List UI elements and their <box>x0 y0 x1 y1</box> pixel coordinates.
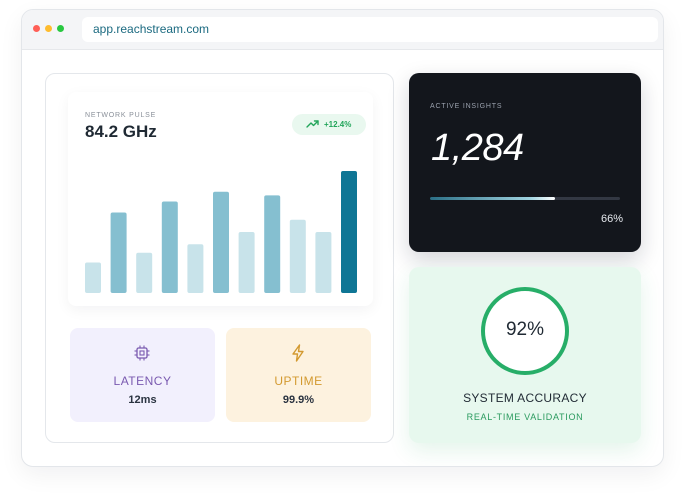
active-insights-value: 1,284 <box>431 127 524 169</box>
network-pulse-panel: NETWORK PULSE 84.2 GHz +12.4% <box>68 92 373 306</box>
chart-bar-5 <box>187 244 204 293</box>
chart-bar-9 <box>289 219 306 293</box>
uptime-label: UPTIME <box>274 374 323 388</box>
active-insights-card: ACTIVE INSIGHTS 1,284 66% <box>409 73 641 252</box>
uptime-tile[interactable]: UPTIME 99.9% <box>226 328 371 422</box>
accuracy-value: 92% <box>505 319 545 340</box>
network-pulse-value: 84.2 GHz <box>85 122 157 141</box>
trend-up-icon <box>306 120 319 128</box>
uptime-value: 99.9% <box>282 394 315 406</box>
trend-value: +12.4% <box>324 120 352 129</box>
chart-bar-8 <box>264 195 281 293</box>
close-window-button[interactable] <box>33 25 40 32</box>
accuracy-title: SYSTEM ACCURACY <box>463 391 587 405</box>
chart-bar-7 <box>238 232 255 293</box>
chart-bar-10 <box>315 232 332 293</box>
browser-titlebar: app.reachstream.com <box>22 10 663 50</box>
network-pulse-label: NETWORK PULSE <box>85 112 157 119</box>
chart-bar-11 <box>341 171 357 293</box>
chart-bar-6 <box>213 191 229 293</box>
insights-progress-label: 66% <box>600 213 623 225</box>
insights-progress-fill <box>430 197 556 200</box>
network-pulse-bar-chart <box>85 171 357 293</box>
latency-value: 12ms <box>128 394 157 406</box>
maximize-window-button[interactable] <box>57 25 64 32</box>
network-card: NETWORK PULSE 84.2 GHz +12.4% <box>45 73 394 443</box>
browser-window: app.reachstream.com NETWORK PULSE 84.2 G… <box>21 9 664 467</box>
insights-progress-bar <box>430 197 620 200</box>
accuracy-ring: 92% <box>481 287 569 375</box>
system-accuracy-card: 92% SYSTEM ACCURACY REAL-TIME VALIDATION <box>409 267 641 443</box>
latency-label: LATENCY <box>113 374 172 388</box>
trend-badge: +12.4% <box>292 114 366 135</box>
lightning-bolt-icon <box>292 344 304 362</box>
latency-tile[interactable]: LATENCY 12ms <box>70 328 215 422</box>
active-insights-label: ACTIVE INSIGHTS <box>430 103 503 110</box>
minimize-window-button[interactable] <box>45 25 52 32</box>
chart-bar-4 <box>161 201 178 293</box>
cpu-chip-icon <box>134 345 150 361</box>
chart-bar-2 <box>110 212 127 293</box>
chart-bar-1 <box>85 262 101 293</box>
chart-bar-3 <box>136 252 153 293</box>
address-bar[interactable]: app.reachstream.com <box>82 17 658 42</box>
accuracy-subtitle: REAL-TIME VALIDATION <box>466 412 584 422</box>
